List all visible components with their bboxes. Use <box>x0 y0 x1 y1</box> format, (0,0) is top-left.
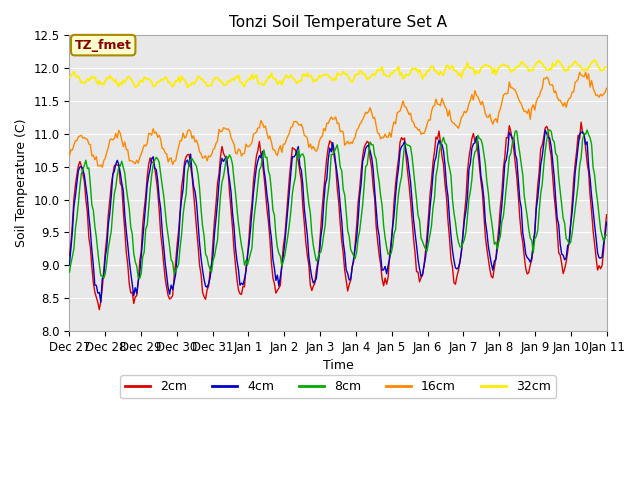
Legend: 2cm, 4cm, 8cm, 16cm, 32cm: 2cm, 4cm, 8cm, 16cm, 32cm <box>120 375 556 398</box>
X-axis label: Time: Time <box>323 359 353 372</box>
Title: Tonzi Soil Temperature Set A: Tonzi Soil Temperature Set A <box>229 15 447 30</box>
Y-axis label: Soil Temperature (C): Soil Temperature (C) <box>15 119 28 247</box>
Text: TZ_fmet: TZ_fmet <box>75 38 132 52</box>
